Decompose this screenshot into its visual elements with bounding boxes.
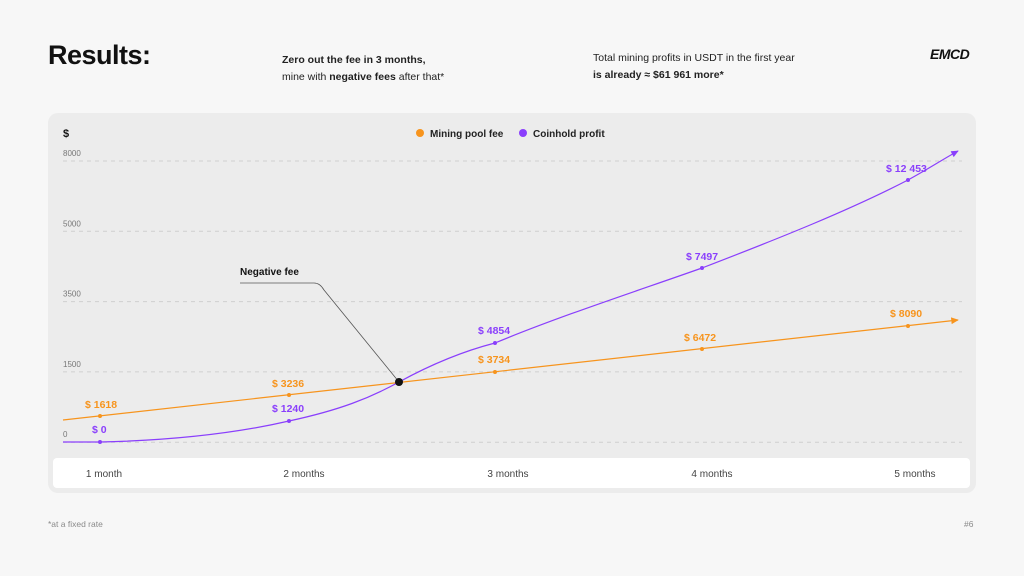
legend-fee-label: Mining pool fee [430,129,504,140]
x-tick-label: 2 months [283,469,324,480]
series-line-coinhold-profit [63,150,959,443]
series: $ 1618 $ 3236 $ 3734 $ 6472 $ 8090 $ 0 $ 1240 $… [62,150,959,444]
y-tick-label: 1500 [63,360,81,369]
emcd-logo: EMCD [930,46,970,62]
chart-panel [48,113,976,493]
summary-line-1: Total mining profits in USDT in the firs… [593,52,795,64]
x-axis-bar [53,458,970,488]
data-label-mining-pool-fee: $ 3236 [272,378,304,390]
intersection-point [395,378,403,386]
data-point-coinhold-profit [493,341,497,345]
data-point-coinhold-profit [906,178,910,182]
y-tick-label: 8000 [63,149,81,158]
data-label-coinhold-profit: $ 1240 [272,403,304,415]
summary-line-2-pre: is already ≈ [593,69,654,81]
x-tick-label: 4 months [691,469,732,480]
annotation: Negative fee [240,267,403,386]
data-point-mining-pool-fee [906,324,910,328]
data-point-coinhold-profit [700,266,704,270]
summary-line-2: is already ≈ $61 961 more* [593,67,795,84]
y-tick-label: 3500 [63,290,81,299]
y-axis-unit: $ [63,128,69,140]
lead-line-2-pre: mine with [282,71,330,83]
data-point-mining-pool-fee [700,347,704,351]
data-label-mining-pool-fee: $ 6472 [684,332,716,344]
data-label-mining-pool-fee: $ 8090 [890,308,922,320]
data-label-coinhold-profit: $ 0 [92,424,107,436]
data-label-mining-pool-fee: $ 1618 [85,399,117,411]
annotation-label: Negative fee [240,267,299,278]
legend-profit-swatch [519,129,527,137]
summary-text: Total mining profits in USDT in the firs… [593,50,795,84]
x-tick-label: 1 month [86,469,122,480]
data-label-coinhold-profit: $ 4854 [478,325,510,337]
lead-text: Zero out the fee in 3 months, mine with … [282,52,444,86]
lead-line-1-text: Zero out the fee in 3 months, [282,54,426,66]
chart-legend: Mining pool fee Coinhold profit [416,129,605,140]
legend-fee-swatch [416,129,424,137]
y-tick-label: 5000 [63,219,81,228]
x-tick-label: 3 months [487,469,528,480]
data-label-coinhold-profit: $ 7497 [686,251,718,263]
data-point-coinhold-profit [287,419,291,423]
data-point-coinhold-profit [98,440,102,444]
summary-line-2-bold: $61 961 more* [653,69,724,81]
data-point-mining-pool-fee [493,370,497,374]
y-tick-label: 0 [63,430,68,439]
lead-line-2-bold: negative fees [329,71,396,83]
axes: $ 8000 5000 3500 1500 0 1 month 2 months 3 mont… [63,128,936,480]
x-tick-label: 5 months [894,469,935,480]
series-line-mining-pool-fee [62,317,959,421]
annotation-leader-line [240,282,400,383]
data-point-mining-pool-fee [98,414,102,418]
page-number: #6 [964,519,974,529]
data-point-mining-pool-fee [287,393,291,397]
footnote: *at a fixed rate [48,519,103,529]
data-label-coinhold-profit: $ 12 453 [886,163,927,175]
lead-line-2: mine with negative fees after that* [282,69,444,86]
grid-lines [63,160,962,443]
data-label-mining-pool-fee: $ 3734 [478,354,510,366]
page-title: Results: [48,40,151,70]
lead-line-1: Zero out the fee in 3 months, [282,52,444,69]
lead-line-2-post: after that* [395,71,445,83]
legend-profit-label: Coinhold profit [533,129,605,140]
